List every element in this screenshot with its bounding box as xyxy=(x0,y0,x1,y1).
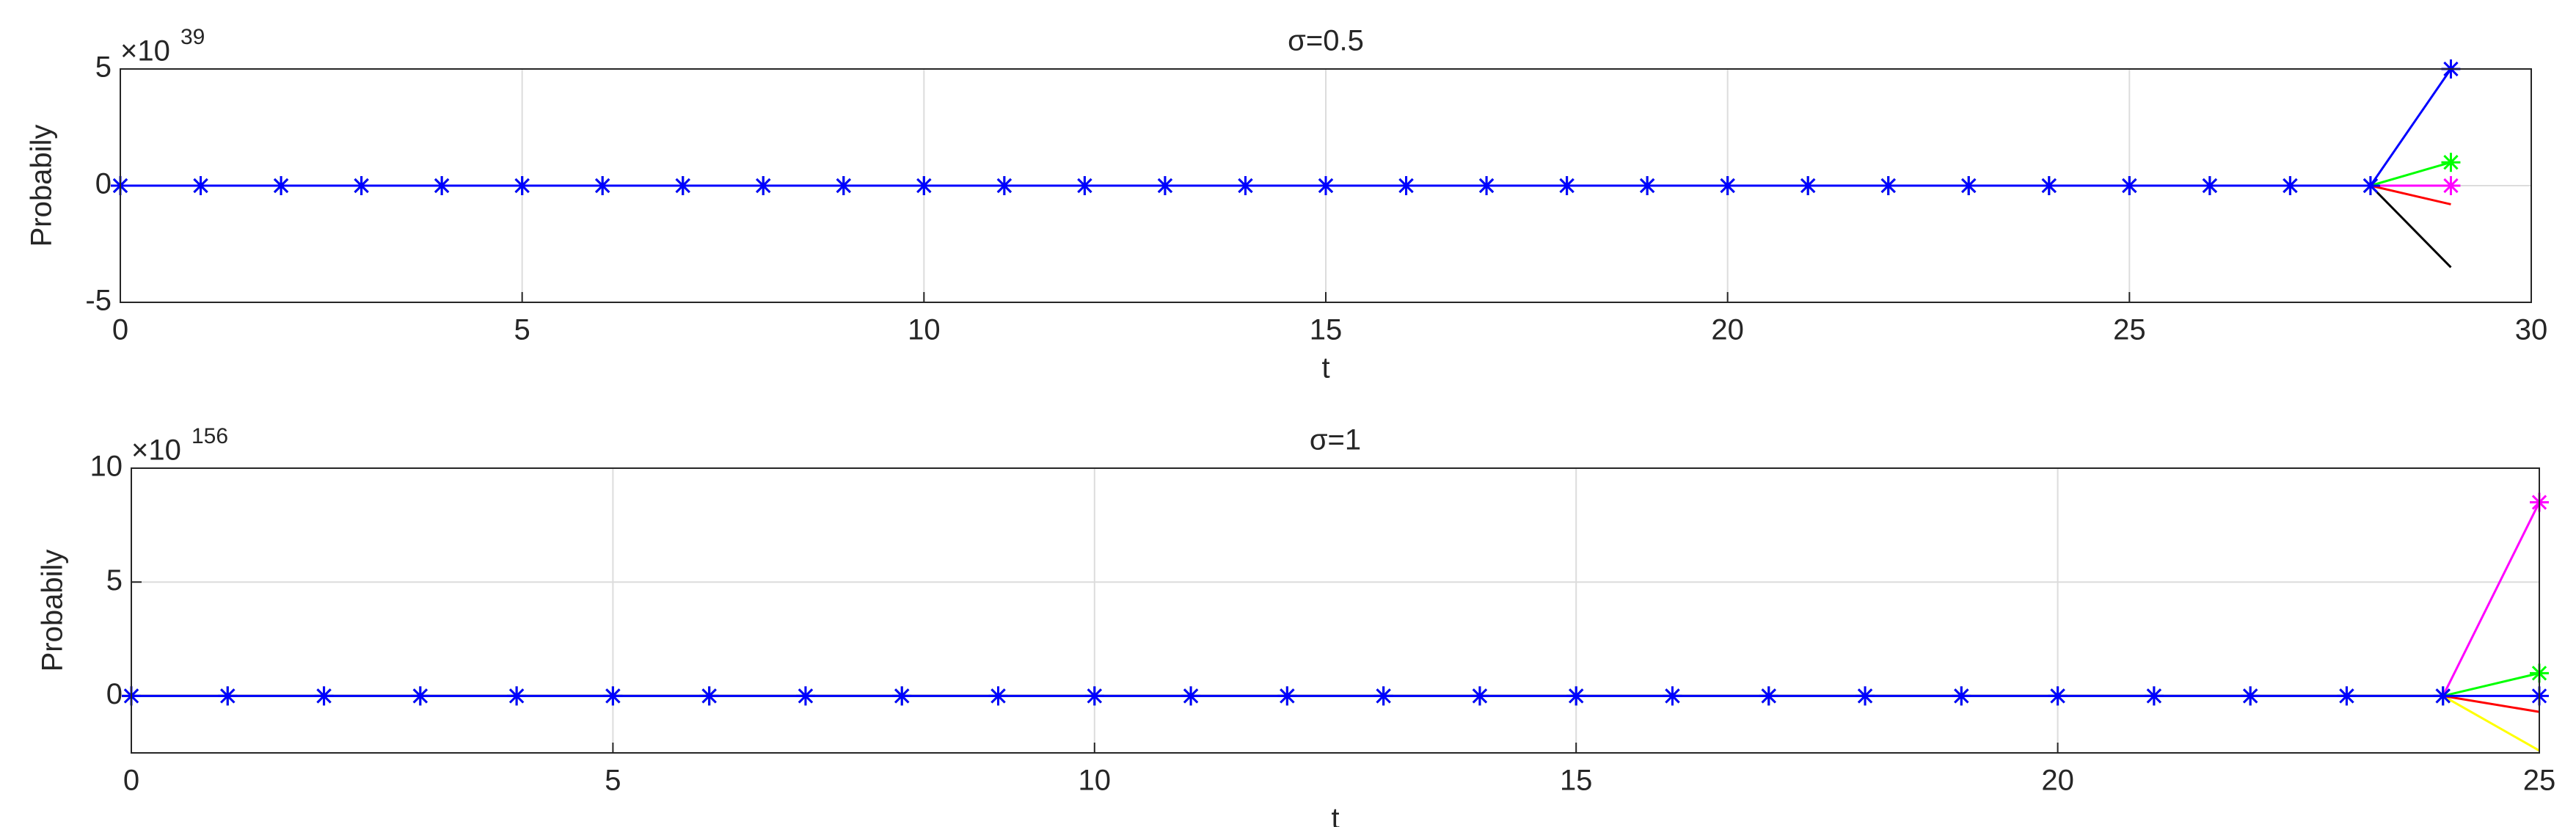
marker xyxy=(314,686,334,706)
marker xyxy=(2048,686,2068,706)
marker xyxy=(2441,176,2461,195)
y-tick-label: 0 xyxy=(95,168,112,200)
marker xyxy=(507,686,527,706)
x-tick-label: 10 xyxy=(908,314,941,346)
marker xyxy=(1181,686,1201,706)
x-tick-label: 10 xyxy=(1079,765,1112,797)
marker xyxy=(1566,686,1586,706)
x-tick-label: 30 xyxy=(2515,314,2548,346)
y-tick-label: 5 xyxy=(106,564,123,597)
y-axis-label: Probabily xyxy=(26,125,58,247)
marker xyxy=(2280,176,2300,195)
marker xyxy=(512,176,532,195)
marker xyxy=(351,176,371,195)
series-line xyxy=(120,68,2452,187)
marker xyxy=(432,176,452,195)
marker xyxy=(2120,176,2139,195)
marker xyxy=(2337,686,2357,706)
y-tick-label: 0 xyxy=(106,678,123,710)
marker xyxy=(994,176,1014,195)
y-tick-label: -5 xyxy=(85,285,112,317)
marker xyxy=(1878,176,1898,195)
marker xyxy=(2200,176,2219,195)
marker xyxy=(1638,176,1657,195)
title: σ=0.5 xyxy=(1288,25,1364,57)
x-axis-label: t xyxy=(1321,352,1329,385)
subplot: 0 5 10 15 20 25 0 5 10 σ=1 t Probabily ×10 156 xyxy=(37,424,2556,827)
marker xyxy=(1316,176,1335,195)
x-tick-label: 25 xyxy=(2113,314,2146,346)
x-tick-label: 15 xyxy=(1310,314,1343,346)
x-tick-label: 20 xyxy=(2041,765,2074,797)
marker xyxy=(1952,686,1971,706)
marker xyxy=(218,686,238,706)
x-tick-label: 0 xyxy=(123,765,139,797)
plot-area xyxy=(131,468,2539,753)
marker xyxy=(1959,176,1979,195)
marker xyxy=(1396,176,1416,195)
marker xyxy=(988,686,1008,706)
y-tick-label: 5 xyxy=(95,51,112,84)
marker xyxy=(1155,176,1175,195)
marker xyxy=(2144,686,2164,706)
marker xyxy=(1798,176,1818,195)
marker xyxy=(914,176,934,195)
x-tick-label: 5 xyxy=(605,765,621,797)
marker xyxy=(673,176,693,195)
marker xyxy=(1277,686,1297,706)
marker xyxy=(1856,686,1875,706)
marker xyxy=(1236,176,1255,195)
marker xyxy=(410,686,430,706)
x-tick-label: 25 xyxy=(2523,765,2556,797)
axes-box xyxy=(120,68,2532,303)
marker xyxy=(1477,176,1497,195)
marker xyxy=(833,176,853,195)
axes-box xyxy=(131,467,2540,754)
marker xyxy=(2039,176,2059,195)
marker xyxy=(2360,176,2380,195)
marker xyxy=(795,686,815,706)
marker xyxy=(2241,686,2261,706)
marker xyxy=(1718,176,1737,195)
x-axis-label: t xyxy=(1331,803,1339,827)
y-multiplier: ×10 xyxy=(131,434,181,467)
marker xyxy=(1470,686,1489,706)
marker xyxy=(754,176,773,195)
marker xyxy=(191,176,211,195)
y-tick-label: 10 xyxy=(90,451,123,483)
marker xyxy=(699,686,719,706)
x-tick-label: 0 xyxy=(112,314,128,346)
y-exponent: 156 xyxy=(191,424,228,448)
marker xyxy=(2441,153,2461,172)
y-multiplier: ×10 xyxy=(120,35,170,68)
x-tick-label: 20 xyxy=(1711,314,1744,346)
marker xyxy=(1075,176,1095,195)
marker xyxy=(593,176,613,195)
y-axis-label: Probabily xyxy=(37,550,69,672)
marker xyxy=(1084,686,1104,706)
y-exponent: 39 xyxy=(180,25,205,49)
marker xyxy=(2433,686,2453,706)
marker xyxy=(892,686,912,706)
marker xyxy=(1373,686,1393,706)
marker xyxy=(271,176,291,195)
marker xyxy=(1557,176,1577,195)
title: σ=1 xyxy=(1310,424,1361,456)
marker xyxy=(603,686,623,706)
marker xyxy=(1663,686,1682,706)
x-tick-label: 5 xyxy=(514,314,530,346)
x-tick-label: 15 xyxy=(1560,765,1593,797)
marker xyxy=(1759,686,1778,706)
